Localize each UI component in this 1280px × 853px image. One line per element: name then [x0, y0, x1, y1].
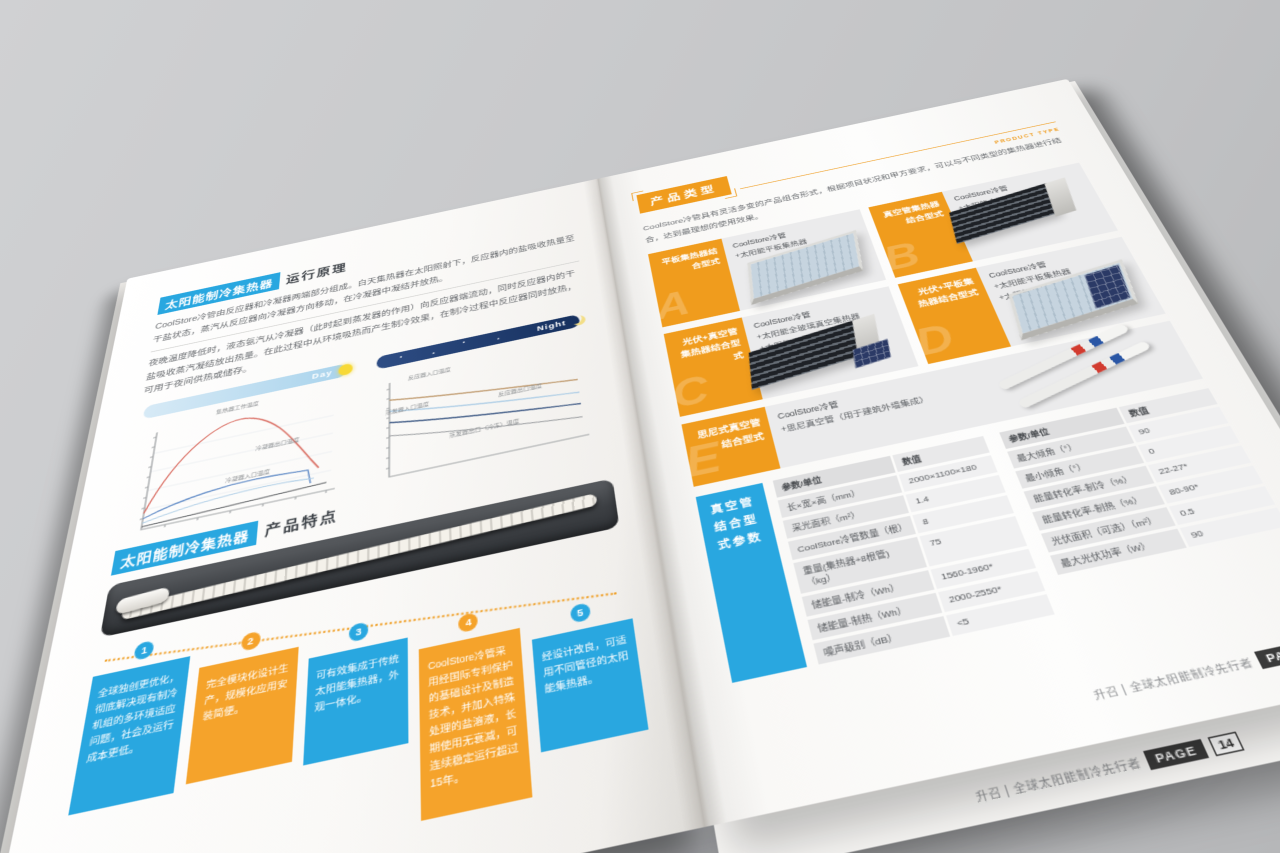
heading-title: 运行原理 [285, 261, 348, 286]
feature-item: 1 全球独创更优化，彻底解决现有制冷机组的多环境适应问题，社会及运行成本更低。 [54, 631, 194, 853]
page-right: 产品类型 PRODUCT TYPE CoolStore冷管具有灵活多变的产品组合… [597, 78, 1280, 827]
cell-label-text: 真空管集热器结合型式 [882, 199, 946, 225]
cell-label-text: 思尼式真空管结合型式 [696, 417, 766, 450]
feature-text: 完全模块化设计生产，规模化应用安装简便。 [186, 645, 299, 784]
feature-number: 1 [133, 638, 155, 660]
page-left: 太阳能制冷集热器 运行原理 CoolStore冷管由反应器和冷凝器两端部分组成。… [0, 178, 706, 853]
watermark-letter: D [908, 314, 961, 364]
feature-item: 2 完全模块化设计生产，规模化应用安装简便。 [176, 608, 301, 853]
brand-text: 升召 | 全球太阳能制冷先行者 [1091, 655, 1255, 702]
feature-item: 5 经设计改良，可适用不同管径的太阳能集热器。 [525, 540, 654, 794]
day-banner-label: Day [311, 367, 333, 381]
feature-number: 2 [240, 629, 261, 651]
watermark-letter: B [877, 233, 926, 278]
page-word-badge: PAGE [1143, 738, 1210, 770]
watermark-letter: A [651, 281, 694, 327]
page-word-badge: PAGE [1254, 639, 1280, 669]
cell-label: E 思尼式真空管结合型式 [681, 406, 781, 487]
parameter-table-right: 参数/单位 数值 最大倾角（°） 90 最小倾角（°） 0 [998, 387, 1280, 611]
feature-text: 可有效集成于传统太阳能集热器，外观一体化。 [302, 636, 409, 765]
feature-text: 全球独创更优化，彻底解决现有制冷机组的多环境适应问题，社会及运行成本更低。 [68, 654, 191, 815]
feature-number: 3 [348, 620, 369, 642]
feature-item: 4 CoolStore冷管采用经国际专利保护的基础设计及制造技术，并加入特殊处理… [418, 562, 532, 820]
page-right-footer: 升召 | 全球太阳能制冷先行者 PAGE 12 [1091, 632, 1280, 703]
page-number-badge: 14 [1207, 730, 1245, 756]
feature-text: 经设计改良，可适用不同管径的太阳能集热器。 [531, 617, 649, 752]
feature-item: 3 可有效集成于传统太阳能集热器，外观一体化。 [299, 585, 410, 845]
feature-number: 5 [569, 601, 591, 623]
parameter-table-left: 参数/单位 数值 长×宽×高（mm） 2000×1100×180 采光面积（m²… [772, 435, 1055, 665]
cell-label-text: 光伏+真空管集热器结合型式 [680, 326, 745, 361]
cell-label-text: 光伏+平板集热器结合型式 [916, 276, 981, 309]
feature-number: 4 [458, 610, 479, 633]
cell-label-text: 平板集热器结合型式 [661, 246, 721, 271]
heading-title: 产品特点 [264, 508, 339, 539]
brochure-spread: 升召 | 全球太阳能制冷先行者 PAGE 14 太阳能制冷集热器 运行原理 Co… [0, 78, 1280, 853]
feature-text: CoolStore冷管采用经国际专利保护的基础设计及制造技术，并加入特殊处理的盐… [419, 626, 532, 820]
